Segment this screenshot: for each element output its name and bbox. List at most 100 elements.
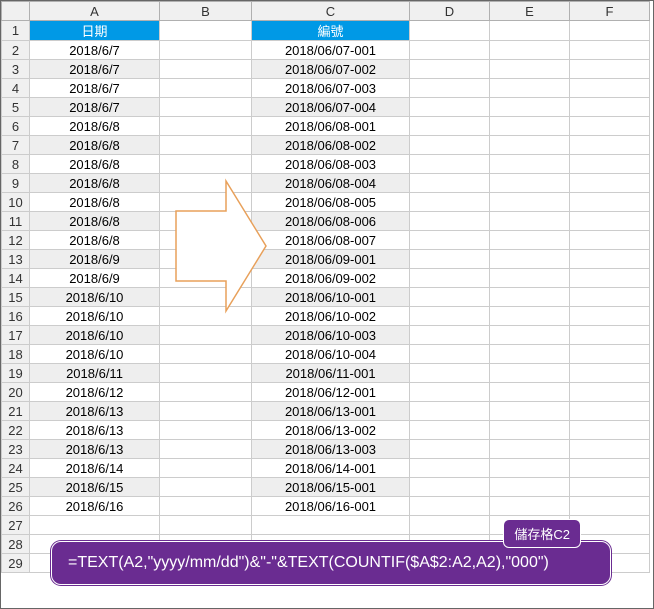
cell-A7[interactable]: 2018/6/8 <box>30 136 160 155</box>
cell-A11[interactable]: 2018/6/8 <box>30 212 160 231</box>
row-header[interactable]: 6 <box>2 117 30 136</box>
row-header[interactable]: 5 <box>2 98 30 117</box>
cell-C24[interactable]: 2018/06/14-001 <box>252 459 410 478</box>
col-header-B[interactable]: B <box>160 2 252 21</box>
cell-E16[interactable] <box>490 307 570 326</box>
cell-E15[interactable] <box>490 288 570 307</box>
cell-C17[interactable]: 2018/06/10-003 <box>252 326 410 345</box>
cell-D1[interactable] <box>410 21 490 41</box>
cell-A4[interactable]: 2018/6/7 <box>30 79 160 98</box>
cell-E3[interactable] <box>490 60 570 79</box>
cell-E11[interactable] <box>490 212 570 231</box>
cell-F12[interactable] <box>570 231 650 250</box>
select-all-corner[interactable] <box>2 2 30 21</box>
cell-F25[interactable] <box>570 478 650 497</box>
cell-D15[interactable] <box>410 288 490 307</box>
cell-D22[interactable] <box>410 421 490 440</box>
cell-B14[interactable] <box>160 269 252 288</box>
cell-A22[interactable]: 2018/6/13 <box>30 421 160 440</box>
row-header[interactable]: 20 <box>2 383 30 402</box>
row-header[interactable]: 10 <box>2 193 30 212</box>
cell-E17[interactable] <box>490 326 570 345</box>
spreadsheet[interactable]: A B C D E F 1日期編號22018/6/72018/06/07-001… <box>1 1 650 573</box>
cell-B2[interactable] <box>160 41 252 60</box>
cell-F11[interactable] <box>570 212 650 231</box>
cell-C15[interactable]: 2018/06/10-001 <box>252 288 410 307</box>
cell-C21[interactable]: 2018/06/13-001 <box>252 402 410 421</box>
cell-B21[interactable] <box>160 402 252 421</box>
cell-A13[interactable]: 2018/6/9 <box>30 250 160 269</box>
row-header[interactable]: 13 <box>2 250 30 269</box>
cell-C18[interactable]: 2018/06/10-004 <box>252 345 410 364</box>
cell-B13[interactable] <box>160 250 252 269</box>
row-header[interactable]: 15 <box>2 288 30 307</box>
cell-E7[interactable] <box>490 136 570 155</box>
row-header[interactable]: 4 <box>2 79 30 98</box>
col-header-C[interactable]: C <box>252 2 410 21</box>
cell-F9[interactable] <box>570 174 650 193</box>
cell-E14[interactable] <box>490 269 570 288</box>
cell-D12[interactable] <box>410 231 490 250</box>
cell-C19[interactable]: 2018/06/11-001 <box>252 364 410 383</box>
cell-B8[interactable] <box>160 155 252 174</box>
cell-C23[interactable]: 2018/06/13-003 <box>252 440 410 459</box>
cell-A21[interactable]: 2018/6/13 <box>30 402 160 421</box>
cell-C8[interactable]: 2018/06/08-003 <box>252 155 410 174</box>
cell-E23[interactable] <box>490 440 570 459</box>
cell-C27[interactable] <box>252 516 410 535</box>
cell-F1[interactable] <box>570 21 650 41</box>
cell-F10[interactable] <box>570 193 650 212</box>
cell-C26[interactable]: 2018/06/16-001 <box>252 497 410 516</box>
cell-B9[interactable] <box>160 174 252 193</box>
cell-E1[interactable] <box>490 21 570 41</box>
cell-A26[interactable]: 2018/6/16 <box>30 497 160 516</box>
cell-D2[interactable] <box>410 41 490 60</box>
cell-C1[interactable]: 編號 <box>252 21 410 41</box>
row-header[interactable]: 18 <box>2 345 30 364</box>
cell-B1[interactable] <box>160 21 252 41</box>
cell-B3[interactable] <box>160 60 252 79</box>
cell-F17[interactable] <box>570 326 650 345</box>
cell-C13[interactable]: 2018/06/09-001 <box>252 250 410 269</box>
cell-F15[interactable] <box>570 288 650 307</box>
cell-C7[interactable]: 2018/06/08-002 <box>252 136 410 155</box>
cell-A1[interactable]: 日期 <box>30 21 160 41</box>
cell-D10[interactable] <box>410 193 490 212</box>
cell-E22[interactable] <box>490 421 570 440</box>
cell-E26[interactable] <box>490 497 570 516</box>
cell-C16[interactable]: 2018/06/10-002 <box>252 307 410 326</box>
cell-A2[interactable]: 2018/6/7 <box>30 41 160 60</box>
cell-F7[interactable] <box>570 136 650 155</box>
cell-E10[interactable] <box>490 193 570 212</box>
cell-B19[interactable] <box>160 364 252 383</box>
cell-A24[interactable]: 2018/6/14 <box>30 459 160 478</box>
cell-C5[interactable]: 2018/06/07-004 <box>252 98 410 117</box>
cell-A14[interactable]: 2018/6/9 <box>30 269 160 288</box>
col-header-F[interactable]: F <box>570 2 650 21</box>
cell-C14[interactable]: 2018/06/09-002 <box>252 269 410 288</box>
cell-A6[interactable]: 2018/6/8 <box>30 117 160 136</box>
cell-E5[interactable] <box>490 98 570 117</box>
cell-F27[interactable] <box>570 516 650 535</box>
cell-D16[interactable] <box>410 307 490 326</box>
cell-D19[interactable] <box>410 364 490 383</box>
cell-B25[interactable] <box>160 478 252 497</box>
row-header[interactable]: 17 <box>2 326 30 345</box>
col-header-E[interactable]: E <box>490 2 570 21</box>
cell-B5[interactable] <box>160 98 252 117</box>
cell-A15[interactable]: 2018/6/10 <box>30 288 160 307</box>
cell-A10[interactable]: 2018/6/8 <box>30 193 160 212</box>
cell-A25[interactable]: 2018/6/15 <box>30 478 160 497</box>
cell-D20[interactable] <box>410 383 490 402</box>
cell-F6[interactable] <box>570 117 650 136</box>
cell-A18[interactable]: 2018/6/10 <box>30 345 160 364</box>
cell-A9[interactable]: 2018/6/8 <box>30 174 160 193</box>
row-header[interactable]: 29 <box>2 554 30 573</box>
cell-E18[interactable] <box>490 345 570 364</box>
row-header[interactable]: 21 <box>2 402 30 421</box>
cell-A5[interactable]: 2018/6/7 <box>30 98 160 117</box>
cell-E9[interactable] <box>490 174 570 193</box>
cell-D23[interactable] <box>410 440 490 459</box>
cell-B10[interactable] <box>160 193 252 212</box>
cell-B15[interactable] <box>160 288 252 307</box>
